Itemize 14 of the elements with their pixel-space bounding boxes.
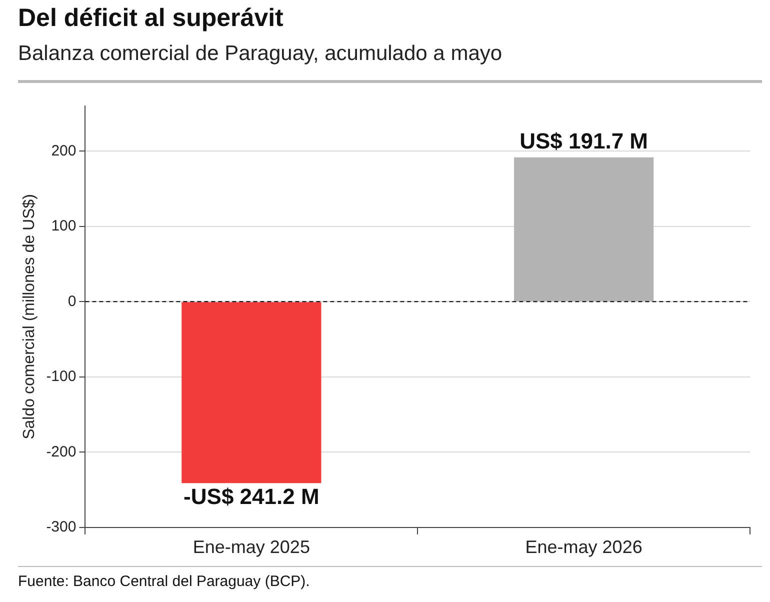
- y-tick-label: 100: [51, 218, 76, 235]
- chart-subtitle: Balanza comercial de Paraguay, acumulado a mayo: [18, 42, 502, 66]
- y-tick-label: -100: [46, 368, 76, 386]
- x-tick-label: Ene-may 2025: [192, 537, 310, 558]
- y-tick-label: 200: [51, 142, 76, 160]
- y-tick-label: 0: [68, 292, 76, 310]
- data-label: US$ 191.7 M: [520, 128, 648, 154]
- chart-title: Del déficit al superávit: [18, 4, 284, 33]
- x-tick-label: Ene-may 2026: [525, 537, 642, 558]
- source-note: Fuente: Banco Central del Paraguay (BCP).: [18, 573, 310, 590]
- y-tick-label: -200: [46, 443, 76, 460]
- y-tick-label: -300: [46, 518, 76, 536]
- y-axis-title: Saldo comercial (millones de US$): [21, 194, 38, 440]
- data-label: -US$ 241.2 M: [184, 484, 320, 510]
